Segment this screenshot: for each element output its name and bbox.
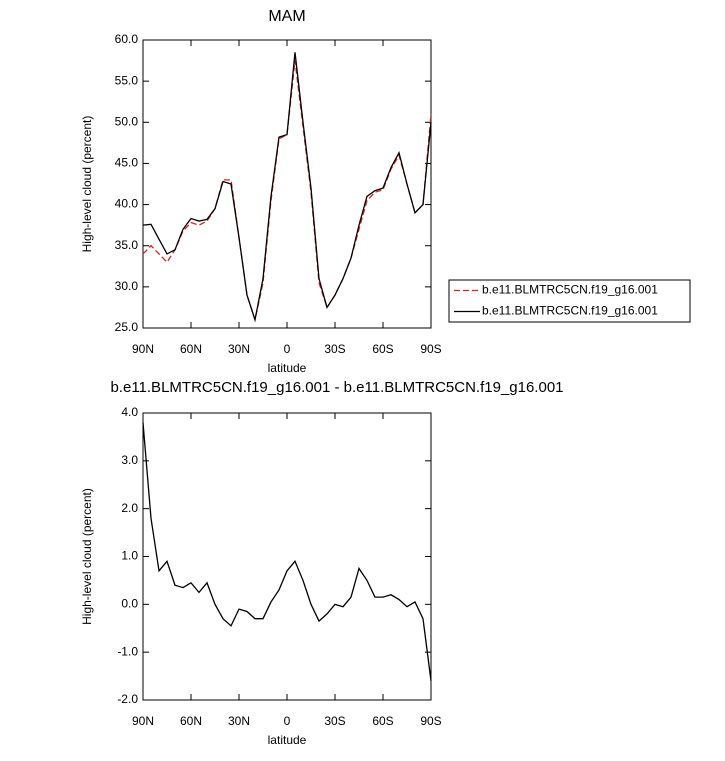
legend-box [448, 279, 691, 323]
x-tick-label: 60S [372, 342, 393, 356]
y-tick-label: -2.0 [117, 692, 138, 706]
chart-title: b.e11.BLMTRC5CN.f19_g16.001 - b.e11.BLMT… [110, 379, 563, 396]
x-tick-label: 60N [180, 714, 202, 728]
y-tick-label: 3.0 [121, 453, 138, 467]
data-line [142, 60, 432, 323]
x-tick-label: 60S [372, 714, 393, 728]
x-tick-label: 30N [228, 714, 250, 728]
y-tick-label: 4.0 [121, 405, 138, 419]
legend-label: b.e11.BLMTRC5CN.f19_g16.001 [482, 283, 658, 297]
data-line [142, 52, 432, 323]
y-tick-label: 45.0 [115, 156, 139, 170]
y-axis-label: High-level cloud (percent) [80, 116, 94, 253]
y-tick-label: 60.0 [115, 32, 139, 46]
y-tick-label: 25.0 [115, 320, 139, 334]
y-tick-label: -1.0 [117, 644, 138, 658]
x-tick-label: 90N [132, 714, 154, 728]
y-tick-label: 30.0 [115, 279, 139, 293]
y-tick-label: 55.0 [115, 73, 139, 87]
x-axis-label: latitude [268, 361, 307, 375]
x-tick-label: 90S [420, 342, 441, 356]
legend-label: b.e11.BLMTRC5CN.f19_g16.001 [482, 304, 658, 318]
y-tick-label: 35.0 [115, 238, 139, 252]
y-tick-label: 1.0 [121, 549, 138, 563]
x-tick-label: 0 [284, 714, 291, 728]
x-tick-label: 30S [324, 714, 345, 728]
plot-frame [142, 412, 432, 701]
x-tick-label: 90N [132, 342, 154, 356]
y-tick-label: 50.0 [115, 114, 139, 128]
x-tick-label: 30S [324, 342, 345, 356]
x-tick-label: 30N [228, 342, 250, 356]
x-tick-label: 60N [180, 342, 202, 356]
x-axis-label: latitude [268, 733, 307, 747]
x-tick-label: 90S [420, 714, 441, 728]
y-tick-label: 2.0 [121, 501, 138, 515]
x-tick-label: 0 [284, 342, 291, 356]
data-line [142, 422, 432, 681]
y-axis-label: High-level cloud (percent) [80, 488, 94, 625]
y-tick-label: 0.0 [121, 597, 138, 611]
y-tick-label: 40.0 [115, 197, 139, 211]
chart-title: MAM [268, 8, 305, 25]
plot-frame [142, 39, 432, 329]
